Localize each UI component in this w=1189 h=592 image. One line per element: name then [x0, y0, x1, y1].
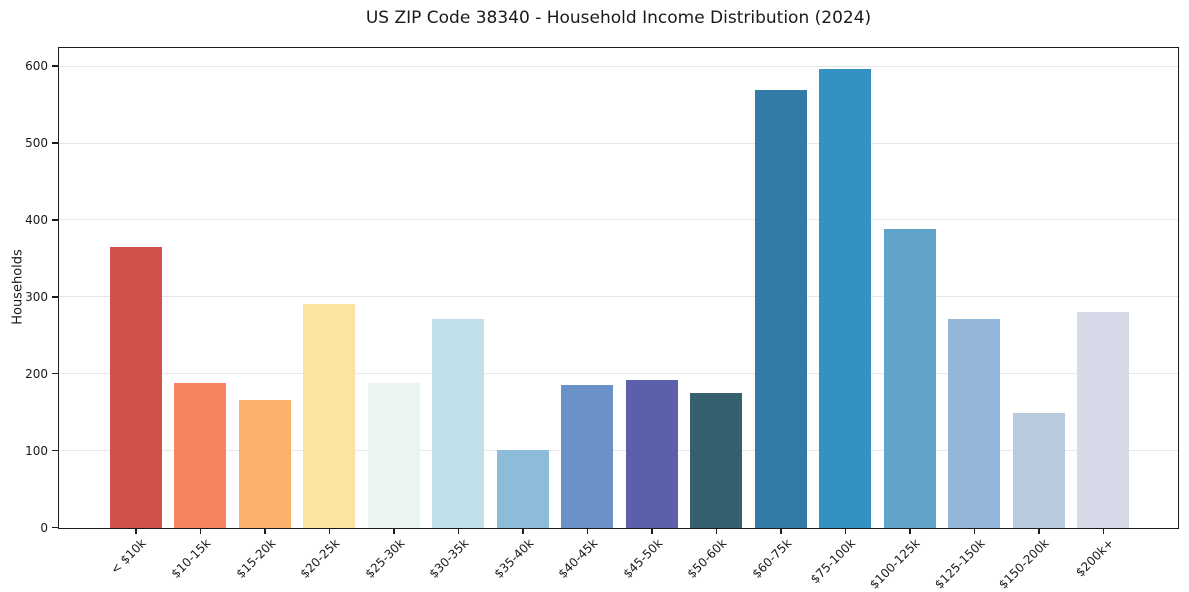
x-tick-label: $60-75k [749, 536, 794, 581]
bar [174, 382, 226, 528]
x-tick-mark [199, 529, 202, 534]
gridline-100 [59, 450, 1178, 452]
bar [690, 392, 742, 528]
chart-title: US ZIP Code 38340 - Household Income Dis… [365, 8, 872, 28]
y-axis-label: Households [10, 249, 26, 325]
bar [883, 228, 936, 528]
x-tick-mark [264, 529, 266, 534]
bar [754, 89, 807, 528]
gridline-400 [59, 219, 1178, 221]
x-tick-label: $10-15k [168, 536, 214, 581]
x-tick-mark [973, 529, 976, 534]
x-tick-mark [393, 529, 395, 534]
y-tick-label: 400 [25, 212, 48, 227]
x-tick-label: $25-30k [362, 536, 407, 581]
x-tick-label: $35-40k [491, 536, 536, 581]
y-tick-mark [52, 526, 58, 529]
x-tick-mark [522, 529, 524, 534]
y-tick-label: 500 [25, 136, 48, 151]
x-tick-label: $100-125k [867, 536, 923, 592]
y-tick-label: 0 [40, 520, 48, 535]
bar [625, 380, 678, 528]
y-tick-mark [52, 142, 58, 144]
bar [432, 318, 484, 528]
x-tick-label: $125-150k [931, 536, 988, 592]
bar [109, 246, 162, 528]
plot-area [58, 47, 1179, 529]
x-tick-mark [909, 529, 911, 534]
x-tick-label: $50-60k [684, 536, 730, 581]
x-tick-label: $150-200k [996, 536, 1052, 592]
y-tick-mark [52, 65, 58, 67]
gridline-500 [59, 142, 1178, 144]
x-tick-label: $15-20k [233, 536, 278, 581]
x-tick-mark [586, 529, 589, 534]
bar [367, 383, 420, 528]
x-tick-mark [715, 529, 718, 534]
x-tick-mark [1102, 529, 1105, 534]
x-tick-label: $30-35k [426, 536, 472, 581]
x-tick-label: $40-45k [555, 536, 601, 581]
bar [948, 318, 1000, 528]
bar [819, 69, 871, 528]
y-tick-mark [52, 372, 58, 375]
bar [1012, 412, 1065, 528]
x-tick-label: $75-100k [808, 536, 859, 587]
y-tick-label: 100 [25, 443, 48, 458]
y-tick-mark [52, 449, 58, 452]
x-tick-mark [651, 529, 653, 534]
gridline-300 [59, 296, 1178, 298]
x-tick-mark [135, 529, 137, 534]
x-tick-mark [780, 529, 782, 534]
x-tick-label: $200k+ [1072, 536, 1117, 580]
bar [303, 304, 355, 528]
x-tick-label: $45-50k [620, 536, 665, 581]
y-tick-label: 300 [25, 289, 48, 304]
y-tick-label: 600 [25, 59, 48, 74]
x-tick-label: < $10k [108, 536, 149, 577]
bar [238, 400, 291, 528]
bar [1077, 311, 1129, 528]
x-tick-mark [328, 529, 331, 534]
x-tick-mark [1038, 529, 1040, 534]
bar [496, 450, 549, 528]
x-tick-mark [844, 529, 847, 534]
y-tick-mark [52, 296, 58, 298]
y-tick-mark [52, 219, 58, 221]
y-tick-label: 200 [25, 366, 48, 381]
x-tick-mark [457, 529, 460, 534]
gridline-200 [59, 373, 1178, 375]
bar [561, 385, 613, 528]
x-tick-label: $20-25k [297, 536, 343, 581]
gridline-600 [59, 65, 1178, 67]
